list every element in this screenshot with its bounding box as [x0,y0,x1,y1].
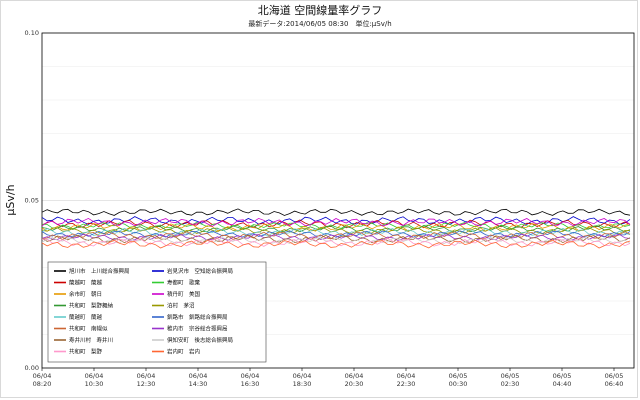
x-tick-time: 04:40 [553,380,572,388]
series-line [41,233,631,242]
series-line [41,230,631,238]
legend-label: 旭川市 上川総合振興局 [69,267,130,275]
legend-label: 岩見沢市 空知総合振興局 [167,267,233,275]
x-tick-time: 18:30 [293,380,312,388]
series-line [41,208,631,216]
x-tick-time: 02:30 [501,380,520,388]
legend-label: 共和町 南幌似 [69,325,108,333]
y-axis-ticks: 0.00 0.05 0.10 [25,29,39,372]
x-tick-date: 06/04 [345,372,364,380]
series-line [41,217,631,227]
series-line [41,227,631,237]
x-tick-date: 06/04 [137,372,156,380]
x-tick-date: 06/05 [605,372,624,380]
legend-label: 寿井川村 寿井川 [69,336,113,344]
series-line [41,225,631,233]
x-tick-date: 06/05 [501,372,520,380]
x-tick-time: 14:30 [189,380,208,388]
series-line [41,236,631,245]
legend-label: 共和町 梨野 [69,348,103,356]
y-tick-label: 0.05 [25,197,39,205]
x-tick-time: 00:30 [449,380,468,388]
chart-title: 北海道 空間線量率グラフ [258,3,383,17]
x-tick-time: 08:20 [33,380,52,388]
x-axis-ticks: 06/0408:2006/0410:3006/0412:3006/0414:30… [33,368,624,388]
x-tick-date: 06/04 [189,372,208,380]
x-tick-date: 06/04 [85,372,104,380]
legend-label: 余市町 朝日 [69,290,102,298]
plot-area [41,32,635,369]
series-line [41,226,631,235]
legend-label: 積丹町 美国 [167,290,201,298]
x-tick-date: 06/05 [449,372,468,380]
x-tick-date: 06/04 [293,372,312,380]
x-tick-date: 06/05 [553,372,572,380]
legend-box [47,261,267,363]
x-tick-time: 20:30 [345,380,364,388]
legend-label: 蘭越町 蘭越 [69,313,103,321]
x-tick-time: 10:30 [85,380,104,388]
x-tick-date: 06/04 [241,372,260,380]
series-line [41,234,631,244]
y-tick-label: 0.00 [25,364,39,372]
legend-label: 泊村 茅沼 [167,302,195,310]
chart-subtitle: 最新データ:2014/06/05 08:30 単位:μSv/h [248,19,391,28]
series-lines [41,208,631,249]
x-tick-time: 06:40 [605,380,624,388]
x-tick-time: 12:30 [137,380,156,388]
y-tick-label: 0.10 [25,29,39,37]
legend-label: 岩内町 岩内 [167,348,200,356]
legend-label: 釧路市 釧路総合振興局 [167,313,228,321]
x-tick-time: 22:30 [397,380,416,388]
legend-label: 稚内市 宗谷総合振興局 [167,325,228,333]
x-tick-date: 06/04 [397,372,416,380]
series-line [41,239,631,249]
y-axis-label: μSv/h [4,184,17,215]
legend-label: 倶知安町 後志総合振興局 [167,336,233,344]
x-tick-date: 06/04 [33,372,52,380]
series-line [41,238,631,247]
legend-label: 寿都町 歌棄 [167,279,201,287]
series-line [41,221,631,230]
x-tick-time: 16:30 [241,380,260,388]
legend-label: 共和町 梨野舞納 [69,302,114,310]
legend-label: 蘭越町 蘭越 [69,279,103,287]
